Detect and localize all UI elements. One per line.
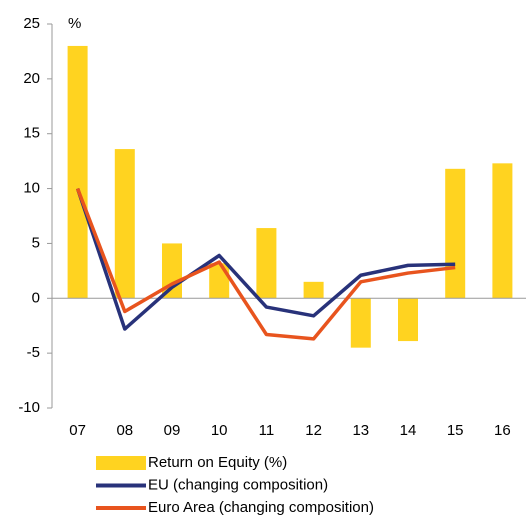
y-tick-label: -10: [18, 399, 40, 416]
x-tick-label: 08: [116, 422, 133, 439]
x-tick-label: 12: [305, 422, 322, 439]
unit-label: %: [68, 15, 81, 32]
legend-label: EU (changing composition): [148, 476, 328, 493]
y-tick-label: 0: [32, 289, 40, 306]
y-tick-label: 10: [23, 180, 40, 197]
bar: [209, 263, 230, 299]
bar: [445, 168, 466, 299]
bar: [398, 298, 418, 342]
legend-label: Euro Area (changing composition): [148, 499, 374, 516]
y-tick-label: -5: [27, 344, 40, 361]
bar: [256, 228, 277, 299]
bar: [350, 298, 371, 348]
legend-label: Return on Equity (%): [148, 454, 287, 471]
y-tick-label: 20: [23, 70, 40, 87]
x-tick-label: 09: [164, 422, 181, 439]
line: [75, 187, 456, 341]
x-tick-label: 15: [447, 422, 464, 439]
x-tick-label: 16: [494, 422, 511, 439]
x-tick-label: 14: [400, 422, 417, 439]
x-tick-label: 10: [211, 422, 228, 439]
x-tick-label: 07: [69, 422, 86, 439]
bar: [303, 281, 324, 299]
x-tick-label: 11: [259, 422, 275, 439]
x-tick-label: 13: [352, 422, 369, 439]
y-tick-label: 15: [23, 125, 40, 142]
y-tick-label: 5: [32, 234, 40, 251]
y-tick-label: 25: [23, 15, 40, 32]
bar: [492, 163, 513, 299]
bar: [67, 45, 88, 299]
bar: [114, 149, 135, 299]
line: [75, 188, 456, 331]
legend-swatch: [96, 456, 146, 470]
